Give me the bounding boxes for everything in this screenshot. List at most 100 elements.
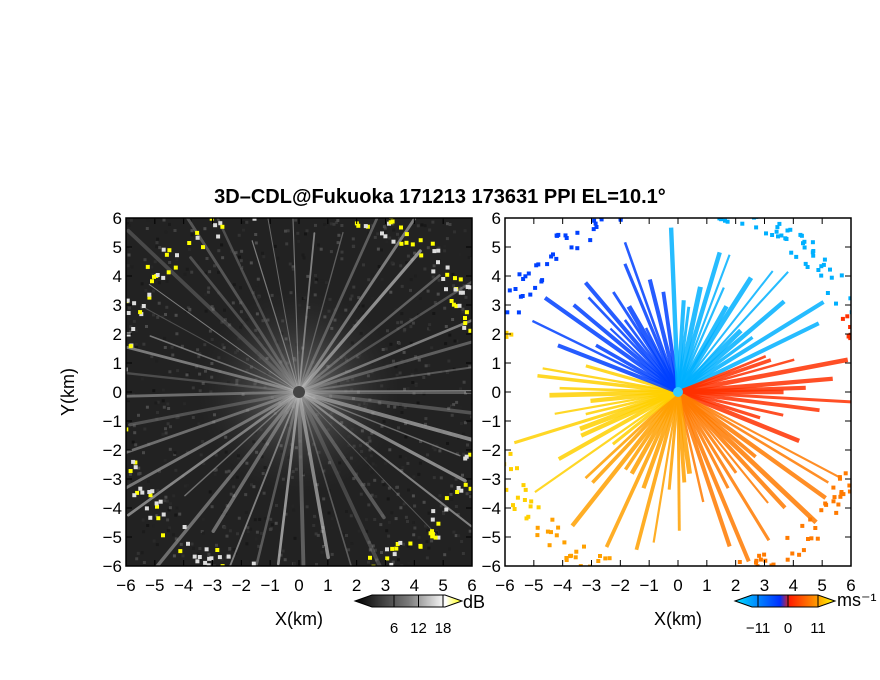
noise-pixel bbox=[217, 291, 221, 295]
noise-pixel bbox=[432, 476, 436, 480]
velocity-edge-pixel bbox=[801, 548, 806, 553]
noise-pixel bbox=[454, 477, 458, 481]
velocity-edge-pixel bbox=[848, 325, 851, 329]
noise-pixel bbox=[152, 313, 155, 317]
edge-echo-pixel bbox=[486, 462, 490, 466]
velocity-edge-pixel bbox=[706, 571, 710, 575]
velocity-edge-pixel bbox=[578, 564, 583, 566]
noise-pixel bbox=[468, 490, 472, 494]
noise-pixel bbox=[205, 257, 209, 260]
velocity-edge-pixel bbox=[688, 199, 692, 203]
edge-echo-pixel bbox=[408, 541, 413, 546]
edge-echo-pixel bbox=[126, 298, 130, 303]
edge-echo-pixel bbox=[468, 285, 472, 290]
velocity-edge-pixel bbox=[513, 287, 518, 291]
noise-pixel bbox=[152, 524, 156, 528]
noise-pixel bbox=[186, 306, 190, 310]
noise-pixel bbox=[443, 306, 447, 310]
noise-pixel bbox=[401, 465, 405, 469]
noise-pixel bbox=[388, 236, 392, 240]
y-tick-label: 0 bbox=[492, 383, 501, 402]
velocity-edge-pixel bbox=[689, 583, 693, 587]
edge-echo-pixel bbox=[110, 406, 114, 410]
edge-echo-pixel bbox=[404, 232, 409, 237]
velocity-ray bbox=[675, 389, 787, 510]
noise-pixel bbox=[428, 323, 432, 327]
edge-echo-pixel bbox=[432, 249, 437, 254]
edge-echo-pixel bbox=[271, 197, 275, 201]
edge-echo-pixel bbox=[444, 287, 448, 292]
velocity-edge-pixel bbox=[737, 560, 742, 564]
velocity-edge-pixel bbox=[764, 231, 768, 236]
edge-echo-pixel bbox=[131, 459, 136, 464]
velocity-edge-pixel bbox=[526, 271, 531, 276]
velocity-edge-pixel bbox=[847, 483, 851, 488]
noise-pixel bbox=[385, 240, 389, 244]
velocity-edge-pixel bbox=[573, 555, 578, 560]
noise-pixel bbox=[200, 530, 204, 533]
velocity-edge-pixel bbox=[524, 516, 529, 521]
noise-pixel bbox=[417, 358, 421, 362]
edge-echo-pixel bbox=[477, 338, 481, 342]
noise-pixel bbox=[190, 233, 194, 237]
velocity-edge-pixel bbox=[802, 239, 807, 244]
noise-pixel bbox=[246, 526, 250, 530]
edge-echo-pixel bbox=[453, 276, 457, 281]
noise-pixel bbox=[175, 332, 179, 336]
noise-pixel bbox=[241, 221, 245, 224]
noise-pixel bbox=[237, 255, 241, 259]
edge-echo-pixel bbox=[433, 535, 438, 540]
velocity-edge-pixel bbox=[837, 475, 842, 480]
velocity-edge-pixel bbox=[867, 414, 871, 418]
noise-pixel bbox=[288, 262, 292, 266]
noise-pixel bbox=[452, 403, 456, 407]
noise-pixel bbox=[370, 273, 374, 277]
noise-pixel bbox=[381, 480, 385, 484]
noise-pixel bbox=[134, 342, 138, 346]
velocity-edge-pixel bbox=[848, 296, 851, 301]
noise-pixel bbox=[229, 492, 233, 496]
velocity-site-marker bbox=[673, 387, 683, 397]
noise-pixel bbox=[364, 518, 368, 522]
edge-echo-pixel bbox=[388, 220, 393, 225]
velocity-edge-pixel bbox=[738, 200, 742, 204]
noise-pixel bbox=[169, 425, 172, 429]
noise-pixel bbox=[468, 364, 472, 368]
velocity-edge-pixel bbox=[806, 537, 810, 541]
noise-pixel bbox=[183, 484, 187, 488]
y-axis-label-left: Y(km) bbox=[58, 368, 78, 416]
edge-echo-pixel bbox=[463, 482, 468, 487]
velocity-edge-pixel bbox=[528, 504, 533, 509]
x-tick-label: 1 bbox=[323, 576, 332, 595]
velocity-edge-pixel bbox=[484, 382, 488, 386]
edge-echo-pixel bbox=[126, 311, 131, 315]
velocity-edge-pixel bbox=[536, 505, 541, 510]
noise-pixel bbox=[164, 495, 168, 499]
velocity-edge-pixel bbox=[857, 435, 861, 439]
noise-pixel bbox=[207, 286, 211, 290]
x-tick-label: −6 bbox=[116, 576, 135, 595]
edge-echo-pixel bbox=[453, 287, 458, 292]
velocity-edge-pixel bbox=[828, 267, 832, 272]
noise-pixel bbox=[451, 272, 455, 276]
noise-pixel bbox=[402, 502, 406, 506]
noise-pixel bbox=[150, 355, 154, 359]
noise-pixel bbox=[208, 490, 212, 494]
noise-pixel bbox=[373, 518, 377, 521]
velocity-edge-pixel bbox=[507, 288, 512, 293]
noise-pixel bbox=[396, 321, 400, 325]
noise-pixel bbox=[135, 345, 139, 349]
edge-echo-pixel bbox=[445, 265, 450, 270]
velocity-edge-pixel bbox=[619, 202, 623, 206]
noise-pixel bbox=[297, 239, 301, 243]
edge-echo-pixel bbox=[132, 493, 137, 498]
noise-pixel bbox=[172, 533, 175, 537]
noise-pixel bbox=[215, 543, 218, 547]
noise-pixel bbox=[387, 520, 391, 524]
edge-echo-pixel bbox=[436, 248, 441, 253]
noise-pixel bbox=[155, 543, 159, 547]
noise-pixel bbox=[232, 283, 236, 287]
noise-pixel bbox=[413, 251, 417, 255]
